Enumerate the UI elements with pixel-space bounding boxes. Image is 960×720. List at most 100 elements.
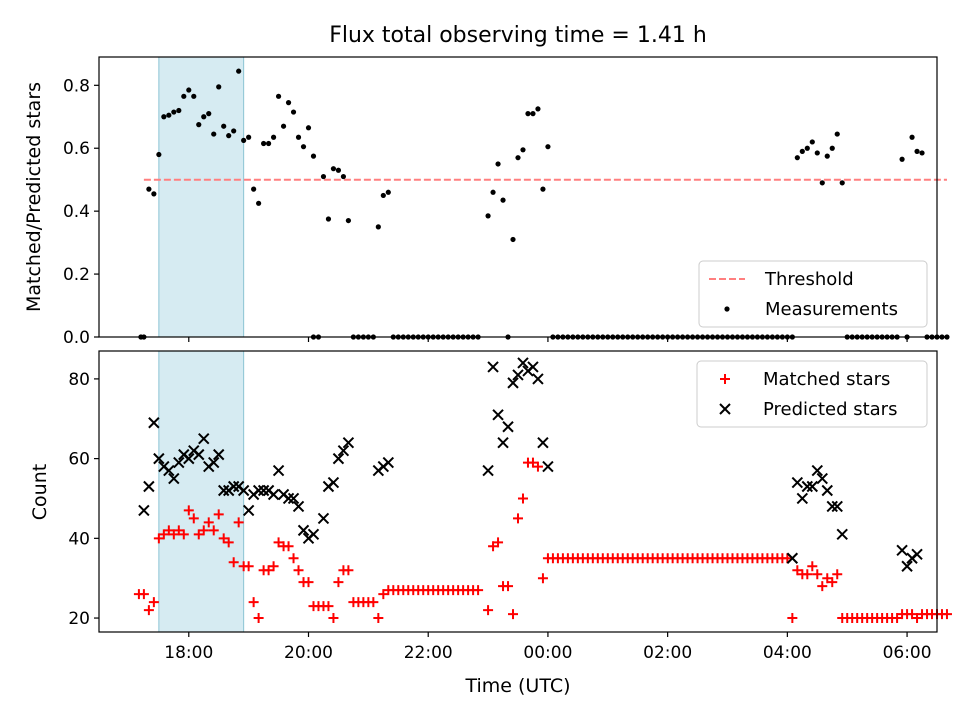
measurement-point [824,153,830,159]
predicted-star-point [836,528,848,541]
predicted-star-point [527,361,539,373]
matched-star-point [143,605,154,616]
matched-star-point [203,517,214,528]
measurement-point [261,140,267,147]
measurement-point [226,133,232,139]
measurement-point [919,150,925,156]
measurement-point [221,123,227,129]
measurement-point [520,147,526,153]
predicted-star-point [327,476,340,489]
measurement-point [300,144,307,150]
measurement-point [211,131,217,137]
predicted-star-point [252,484,265,497]
matched-star-point [473,585,484,596]
measurement-point [515,155,521,161]
measurement-point [305,125,312,131]
matched-star-point [941,609,952,620]
predicted-star-point [173,456,185,469]
measurement-point [201,114,207,120]
measurement-point [485,213,491,219]
predicted-star-point [148,417,160,429]
measurement-point [899,156,905,162]
matched-star-point [343,565,354,576]
y-tick-label: 80 [68,370,90,390]
measurement-point [325,216,332,222]
matched-star-point [213,509,224,520]
legend-matched-swatch [720,374,730,384]
predicted-star-point [213,448,225,461]
predicted-star-point [208,456,220,469]
y-tick-label: 40 [68,529,90,549]
matched-star-point [243,561,254,572]
matched-star-point [333,577,344,588]
y-tick-label: 0.6 [63,139,90,159]
measurement-point [340,173,347,180]
matched-star-point [493,537,504,548]
measurement-point [794,155,800,161]
predicted-star-point [796,492,809,505]
measurement-point [510,236,516,243]
predicted-star-point [816,472,828,485]
matched-star-point [248,597,259,608]
measurement-point [375,224,381,230]
legend-label: Threshold [764,269,854,290]
predicted-star-point [198,432,210,445]
predicted-star-point [183,452,195,465]
matched-star-point [293,565,304,576]
matched-star-point [228,557,239,568]
matched-star-point [303,577,314,588]
matched-star-point [817,581,828,592]
measurement-point [545,144,551,150]
y-tick-label: 20 [68,609,90,629]
measurement-point [236,68,242,74]
measurement-point [540,186,546,192]
plot-frame [98,350,938,633]
measurement-point [535,106,541,112]
measurement-point [275,93,282,99]
measurement-point [290,109,297,115]
legend-box [698,260,928,328]
matched-star-point [223,537,234,548]
matched-star-point [812,569,823,580]
top-panel: 0.0 0.2 0.4 0.6 0.8 Threshold Measurements [63,56,950,348]
bottom-y-axis-label: Count [29,464,51,520]
measurement-point [500,197,506,203]
measurement-point [345,217,352,224]
matched-star-point [532,461,543,472]
predicted-star-point [257,484,270,497]
x-axis-label: Time (UTC) [464,675,570,697]
predicted-star-point [317,512,330,525]
measurement-point [799,148,805,154]
predicted-star-point [242,504,255,517]
predicted-star-point [267,488,280,501]
y-tick-label: 0.8 [63,76,90,96]
predicted-star-point [492,409,504,421]
predicted-star-point [497,436,509,449]
predicted-star-point [272,464,285,477]
predicted-star-point [217,484,230,497]
measurement-point [151,191,157,197]
legend-measurement-swatch [724,306,730,312]
matched-star-point [183,505,194,516]
measurement-point [270,134,277,140]
measurement-point [181,93,187,99]
matched-star-point [138,589,149,600]
measurement-point [216,84,222,90]
measurement-point [335,167,342,173]
matched-star-point [208,525,219,536]
legend-label: Matched stars [763,369,890,390]
measurement-point [166,112,172,118]
measurement-point [310,153,317,159]
matched-star-point [198,525,209,536]
matched-star-point [178,529,189,540]
measurement-point [495,161,501,167]
top-y-axis-label: Matched/Predicted stars [23,82,45,312]
measurement-point [829,145,835,151]
predicted-star-point [826,500,838,513]
measurement-point [320,173,327,180]
measurement-point [834,131,840,137]
measurement-point [171,109,177,115]
matched-star-point [253,613,264,624]
predicted-star-point [482,464,494,477]
predicted-star-point [896,544,908,556]
